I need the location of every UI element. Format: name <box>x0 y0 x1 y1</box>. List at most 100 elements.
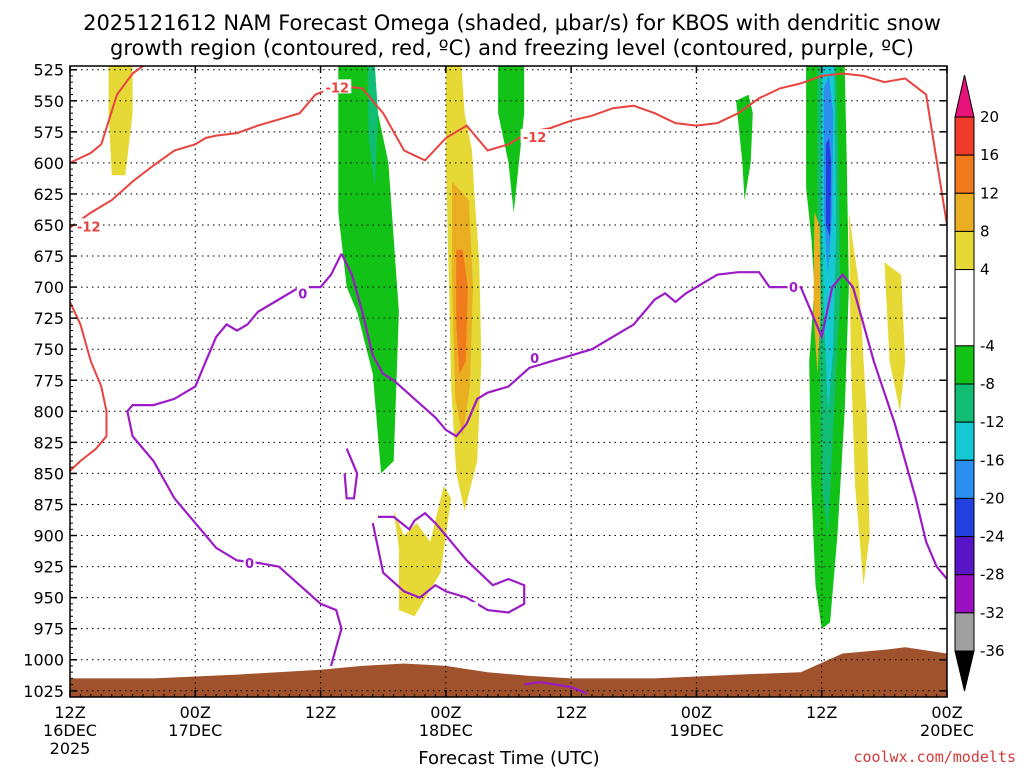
colorbar-bin--12 <box>954 383 975 423</box>
colorbar-label-4: 4 <box>980 261 990 279</box>
omega-region-downward-motion-day3-far <box>884 262 906 412</box>
colorbar-bin-16 <box>954 116 975 156</box>
y-tick-label-825: 825 <box>33 433 64 452</box>
y-tick-label-875: 875 <box>33 495 64 514</box>
purple-contour-label-bg <box>787 279 800 294</box>
colorbar-label--36: -36 <box>980 642 1005 660</box>
purple-contour-label-bg <box>528 349 541 364</box>
colorbar-label-20: 20 <box>980 108 999 126</box>
colorbar-bin--4 <box>954 269 975 347</box>
y-tick-label-625: 625 <box>33 185 64 204</box>
colorbar-label--32: -32 <box>980 604 1005 622</box>
x-tick-label-time-72: 12Z <box>806 703 837 722</box>
y-tick-label-600: 600 <box>33 154 64 173</box>
purple-contour-label-1: 0 <box>530 352 539 367</box>
colorbar-label--20: -20 <box>980 489 1005 507</box>
purple-contour-0 <box>126 253 343 667</box>
credit-text: coolwx.com/modelts <box>853 748 1016 766</box>
red-contour-0 <box>70 66 144 164</box>
x-tick-label-year-0: 2025 <box>50 739 91 758</box>
x-tick-label-time-24: 12Z <box>305 703 336 722</box>
y-tick-label-725: 725 <box>33 309 64 328</box>
omega-region-upward-motion-day2-late <box>736 94 753 201</box>
y-tick-label-525: 525 <box>33 61 64 80</box>
colorbar-bin--8 <box>954 345 975 385</box>
purple-contour-label-0: 0 <box>298 287 307 302</box>
chart-title-line1: 2025121612 NAM Forecast Omega (shaded, μ… <box>83 11 941 35</box>
x-tick-label-time-84: 00Z <box>931 703 962 722</box>
x-tick-label-time-48: 12Z <box>555 703 586 722</box>
omega-region-downward-motion-lowlevel <box>393 485 452 617</box>
colorbar-label--28: -28 <box>980 566 1005 584</box>
red-contour-label-1: -12 <box>326 81 350 96</box>
colorbar-label--16: -16 <box>980 451 1005 469</box>
red-contour-label-bg <box>323 79 352 94</box>
colorbar-bin--28 <box>954 536 975 576</box>
colorbar-label-12: 12 <box>980 184 999 202</box>
colorbar-bin-12 <box>954 154 975 194</box>
y-tick-label-700: 700 <box>33 278 64 297</box>
x-tick-label-date-84: 20DEC <box>920 721 974 740</box>
x-tick-label-time-36: 00Z <box>430 703 461 722</box>
omega-region-downward-motion-day0 <box>108 66 133 176</box>
y-tick-label-975: 975 <box>33 620 64 639</box>
purple-contour-label-3: 0 <box>245 557 254 572</box>
x-tick-label-time-12: 00Z <box>180 703 211 722</box>
y-tick-label-850: 850 <box>33 464 64 483</box>
colorbar-label-16: 16 <box>980 146 999 164</box>
terrain-surface <box>70 647 947 697</box>
colorbar-label-8: 8 <box>980 222 990 240</box>
purple-contour-label-bg <box>296 285 309 300</box>
x-tick-label-time-0: 12Z <box>54 703 85 722</box>
y-tick-label-1000: 1000 <box>23 651 64 670</box>
colorbar: 20 16 12 8 4 -4 -8 -12 -16 -20 -24 -28 -32 -36 <box>954 74 1005 692</box>
y-tick-label-675: 675 <box>33 247 64 266</box>
y-tick-label-750: 750 <box>33 340 64 359</box>
red-contour-label-bg <box>74 218 103 233</box>
purple-contour-4 <box>524 680 588 695</box>
red-contour-label-0: -12 <box>77 220 101 235</box>
red-contour-1 <box>70 72 947 229</box>
x-tick-label-date-0: 16DEC <box>43 721 97 740</box>
red-contour-label-bg <box>520 129 549 144</box>
x-axis-label: Forecast Time (UTC) <box>418 748 599 768</box>
plot-area: -12 -12 -12 0 0 0 0 <box>70 66 947 697</box>
colorbar-bin--32 <box>954 574 975 614</box>
red-contour-2 <box>70 301 108 472</box>
colorbar-extend-top <box>954 74 975 118</box>
red-contour-label-2: -12 <box>523 131 547 146</box>
colorbar-extend-bottom <box>954 650 975 692</box>
purple-contour-label-bg <box>465 602 478 617</box>
y-tick-label-1025: 1025 <box>23 682 64 701</box>
purple-contour-2 <box>343 448 359 500</box>
purple-contour-1 <box>340 253 947 580</box>
y-tick-label-900: 900 <box>33 527 64 546</box>
y-tick-label-800: 800 <box>33 402 64 421</box>
x-tick-label-time-60: 00Z <box>681 703 712 722</box>
x-tick-label-date-36: 18DEC <box>419 721 473 740</box>
y-tick-label-650: 650 <box>33 216 64 235</box>
x-tick-label-date-60: 19DEC <box>669 721 723 740</box>
colorbar-label--8: -8 <box>980 375 995 393</box>
omega-region-downward-motion-orange <box>456 249 468 374</box>
omega-region-upward-motion-day2-top <box>498 66 525 213</box>
omega-region-downward-motion-day3-mid <box>813 212 821 374</box>
colorbar-bin-8 <box>954 192 975 232</box>
purple-contour-3 <box>371 511 526 614</box>
colorbar-label--24: -24 <box>980 528 1005 546</box>
x-tick-label-date-12: 17DEC <box>168 721 222 740</box>
colorbar-label--12: -12 <box>980 413 1005 431</box>
colorbar-bin--36 <box>954 612 975 652</box>
y-tick-label-575: 575 <box>33 123 64 142</box>
colorbar-bin--20 <box>954 459 975 499</box>
chart-title-line2: growth region (contoured, red, ºC) and f… <box>110 36 914 60</box>
y-tick-label-925: 925 <box>33 558 64 577</box>
omega-region-downward-motion-day3-east <box>848 212 870 586</box>
colorbar-label--4: -4 <box>980 337 995 355</box>
purple-contour-label-bg <box>243 554 256 569</box>
purple-contour-label-2: 0 <box>789 281 798 296</box>
colorbar-bin-4 <box>954 230 975 271</box>
y-tick-label-550: 550 <box>33 92 64 111</box>
y-tick-label-775: 775 <box>33 371 64 390</box>
